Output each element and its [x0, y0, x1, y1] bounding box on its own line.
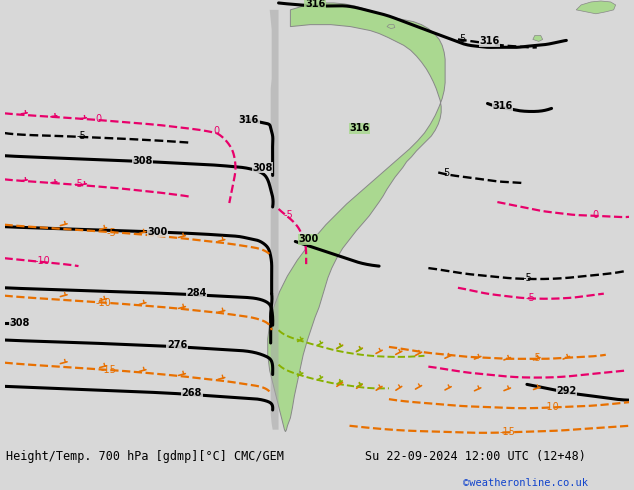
- Text: 276: 276: [167, 340, 187, 350]
- Text: -5: -5: [526, 293, 536, 303]
- Text: -10: -10: [544, 402, 559, 412]
- Text: 300: 300: [298, 235, 318, 245]
- Text: Su 22-09-2024 12:00 UTC (12+48): Su 22-09-2024 12:00 UTC (12+48): [365, 450, 585, 463]
- Text: -5: -5: [532, 353, 541, 363]
- Text: -10: -10: [95, 297, 111, 308]
- Text: 284: 284: [186, 288, 207, 298]
- Text: 5: 5: [459, 34, 465, 45]
- Text: 308: 308: [9, 318, 30, 328]
- Text: -5: -5: [77, 131, 86, 141]
- Polygon shape: [576, 1, 616, 14]
- Polygon shape: [533, 35, 543, 41]
- Text: 300: 300: [147, 226, 167, 237]
- Text: 0: 0: [214, 126, 219, 136]
- Text: -5: -5: [283, 210, 294, 220]
- Polygon shape: [268, 3, 445, 432]
- Text: 0: 0: [95, 114, 101, 124]
- Text: ©weatheronline.co.uk: ©weatheronline.co.uk: [463, 478, 588, 488]
- Text: 5: 5: [443, 169, 450, 178]
- Text: 308: 308: [252, 163, 273, 172]
- Polygon shape: [387, 24, 395, 28]
- Text: 316: 316: [349, 123, 370, 133]
- Text: -5: -5: [106, 227, 116, 238]
- Text: 316: 316: [239, 115, 259, 125]
- Polygon shape: [269, 10, 278, 430]
- Text: 0: 0: [593, 210, 599, 220]
- Text: -5: -5: [522, 273, 532, 283]
- Text: Height/Temp. 700 hPa [gdmp][°C] CMC/GEM: Height/Temp. 700 hPa [gdmp][°C] CMC/GEM: [6, 450, 284, 463]
- Text: -10: -10: [34, 256, 50, 266]
- Text: 292: 292: [556, 386, 576, 396]
- Text: 268: 268: [182, 388, 202, 398]
- Text: 308: 308: [133, 156, 153, 166]
- Text: 316: 316: [305, 0, 325, 9]
- Text: -15: -15: [100, 365, 116, 374]
- Text: 316: 316: [479, 36, 500, 47]
- Text: -15: -15: [500, 427, 515, 437]
- Text: -5: -5: [74, 179, 83, 189]
- Text: 316: 316: [492, 101, 512, 111]
